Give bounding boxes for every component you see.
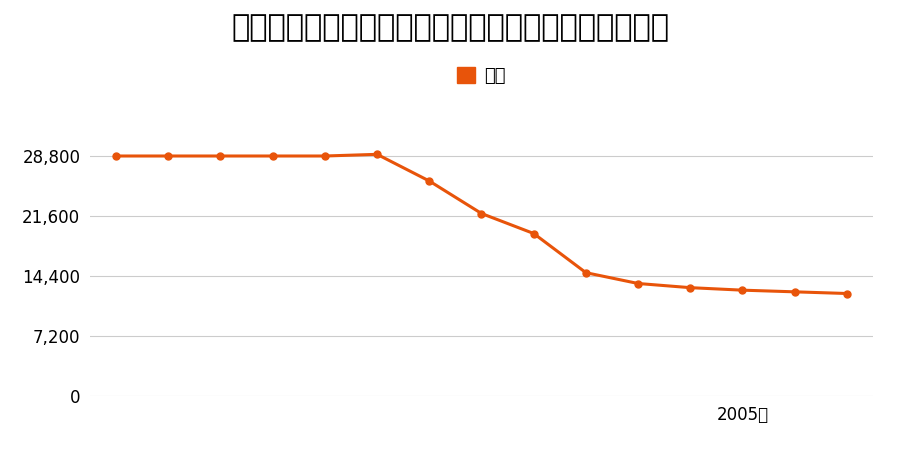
Legend: 価格: 価格 — [450, 59, 513, 92]
Text: 宮城県仙台市青葉区熊ヶ根字町五番３４番の地価推移: 宮城県仙台市青葉区熊ヶ根字町五番３４番の地価推移 — [231, 14, 669, 42]
